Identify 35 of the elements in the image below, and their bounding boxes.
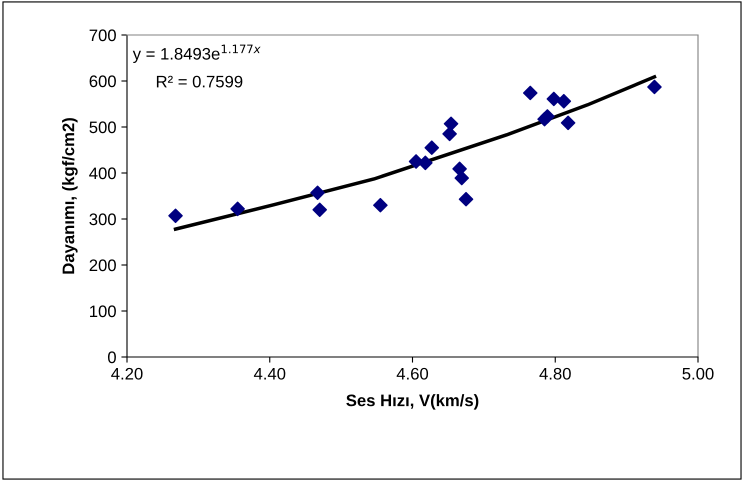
y-tick-label: 0: [108, 351, 116, 364]
y-tick-label: 500: [89, 121, 116, 134]
point: [546, 92, 562, 106]
point: [647, 80, 662, 94]
x-tick-label: 5.00: [682, 368, 714, 380]
line-series: [174, 75, 656, 231]
point: [312, 202, 327, 218]
annotation: R² = 0.7599: [156, 76, 242, 88]
annotation: y = 1.8493e$^{1.177x}$: [132, 44, 261, 64]
point: [556, 94, 572, 109]
point: [230, 202, 245, 216]
point: [424, 140, 440, 155]
point: [540, 109, 555, 124]
x-tick-label: 4.40: [254, 368, 286, 380]
x-tick-label: 4.80: [539, 368, 571, 380]
y-tick-label: 100: [90, 305, 116, 318]
x-tick-label: 4.20: [111, 368, 143, 380]
point: [560, 116, 576, 130]
point: [458, 192, 474, 207]
point: [444, 116, 458, 132]
y-axis-title: Dayanımı, (kgf/cm2): [62, 118, 78, 274]
y-tick-label: 300: [89, 213, 116, 226]
point: [454, 170, 470, 186]
point: [373, 198, 388, 212]
y-tick-label: 200: [90, 259, 116, 272]
x-axis-title: Ses Hızı, V(km/s): [346, 394, 478, 410]
point: [310, 185, 325, 200]
y-tick-label: 700: [90, 29, 116, 42]
y-tick-label: 400: [89, 167, 116, 180]
x-tick-label: 4.60: [396, 368, 428, 380]
point: [168, 208, 183, 224]
point: [522, 86, 538, 100]
y-tick-label: 600: [90, 75, 116, 88]
point: [418, 156, 433, 170]
point: [442, 126, 457, 142]
